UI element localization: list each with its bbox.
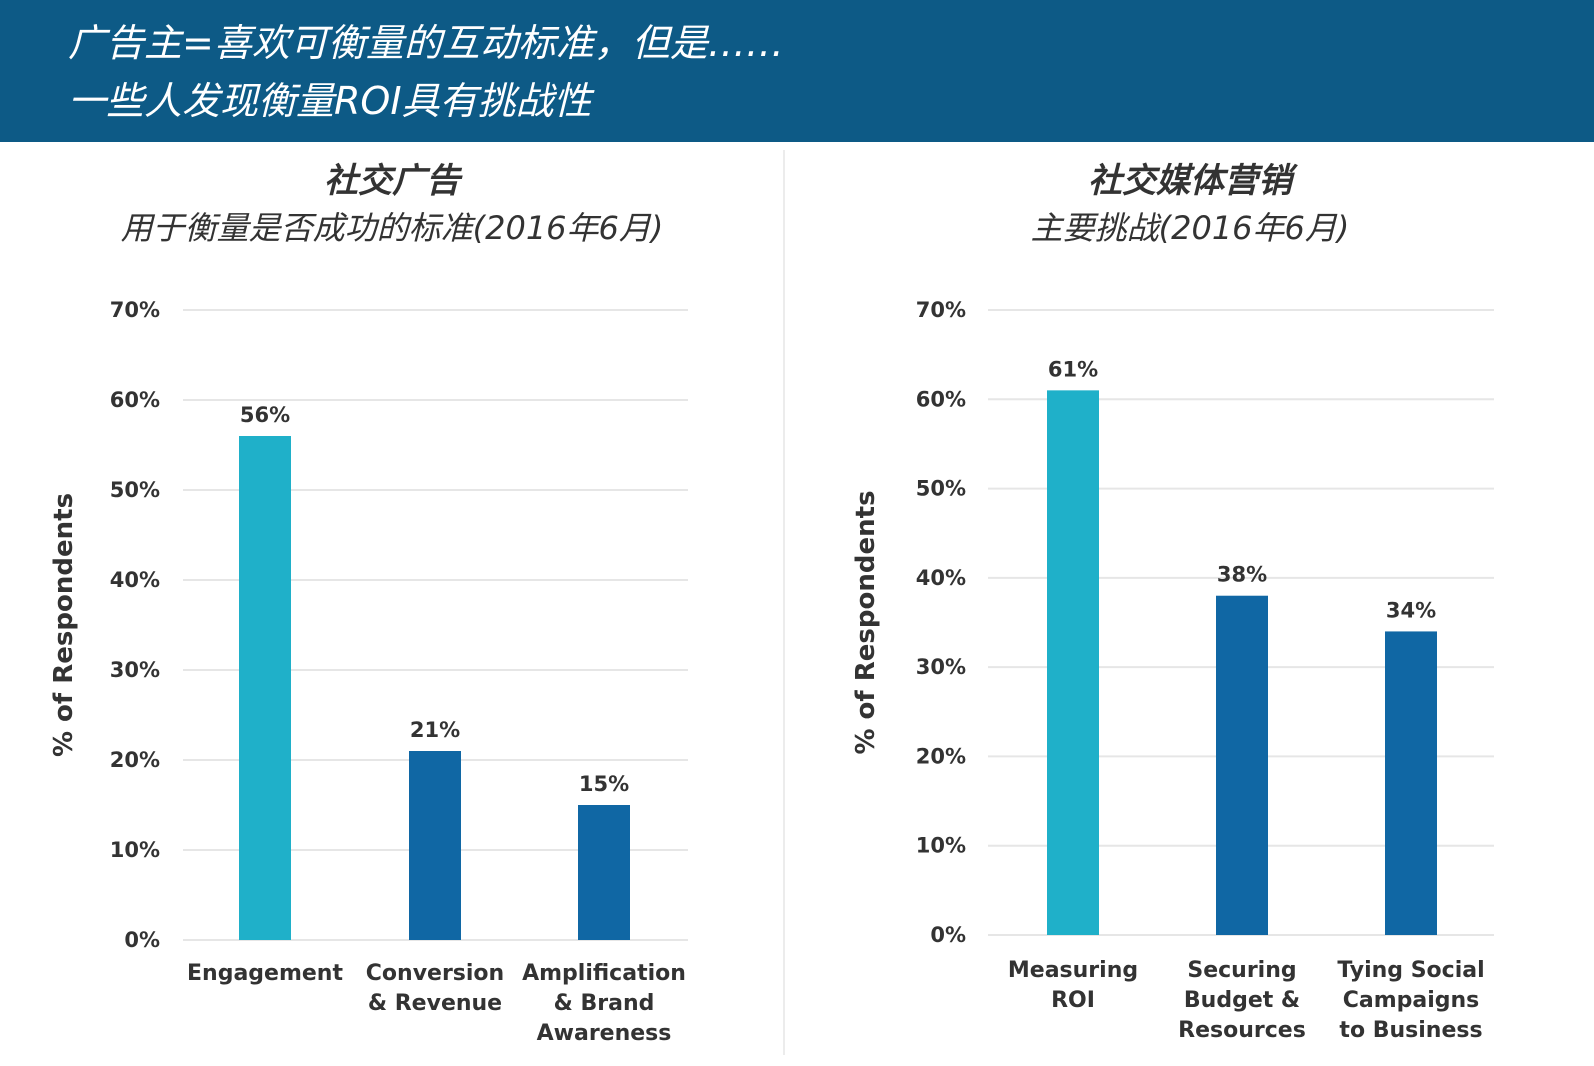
chart-title: 社交广告 <box>324 161 460 201</box>
data-label: 34% <box>1386 598 1436 622</box>
y-axis-label: % of Respondents <box>49 493 79 757</box>
panel-divider <box>783 150 785 1055</box>
chart-title: 社交媒体营销 <box>1088 161 1292 201</box>
y-tick-label: 30% <box>916 655 966 679</box>
data-label: 61% <box>1048 357 1098 381</box>
y-tick-label: 30% <box>110 658 160 682</box>
y-tick-label: 70% <box>110 298 160 322</box>
category-label: Engagement <box>187 961 343 986</box>
bar-chart-social-marketing: 0% 10% 20% 30% 40% 50% 60% 70% % of Respondents 6… <box>851 298 1494 1043</box>
y-tick-label: 10% <box>916 834 966 858</box>
category-label: Tying Social Campaigns to Business <box>1337 958 1484 1043</box>
bar <box>1047 390 1099 935</box>
data-label: 38% <box>1217 563 1267 587</box>
bar <box>409 751 461 940</box>
data-label: 15% <box>579 772 629 796</box>
category-label: Amplification & Brand Awareness <box>522 961 686 1046</box>
y-tick-label: 60% <box>916 387 966 411</box>
y-tick-label: 70% <box>916 298 966 322</box>
y-tick-label: 50% <box>916 477 966 501</box>
y-axis-label: % of Respondents <box>851 490 881 754</box>
bar <box>578 805 630 940</box>
category-label: Conversion & Revenue <box>366 961 504 1016</box>
y-tick-label: 0% <box>930 923 966 947</box>
bar <box>1385 631 1437 935</box>
bar <box>239 436 291 940</box>
header-banner: 广告主=喜欢可衡量的互动标准，但是…… 一些人发现衡量ROI具有挑战性 <box>0 0 1594 142</box>
bar <box>1216 595 1268 935</box>
y-tick-label: 40% <box>916 566 966 590</box>
data-label: 21% <box>410 718 460 742</box>
y-tick-label: 50% <box>110 478 160 502</box>
y-tick-label: 40% <box>110 568 160 592</box>
chart-subtitle: 用于衡量是否成功的标准(2016年6月) <box>120 209 664 247</box>
y-tick-label: 20% <box>916 744 966 768</box>
chart-panel-social-marketing: 社交媒体营销 主要挑战(2016年6月) 0% 10% 20% 30% 40% 50% 60… <box>786 142 1594 1066</box>
chart-subtitle: 主要挑战(2016年6月) <box>1030 209 1350 247</box>
y-tick-label: 20% <box>110 748 160 772</box>
data-label: 56% <box>240 403 290 427</box>
category-label: Measuring ROI <box>1008 958 1138 1013</box>
chart-panel-social-ads: 社交广告 用于衡量是否成功的标准(2016年6月) 0% 10% 20% 30% 40%… <box>0 142 784 1066</box>
banner-subtitle: 一些人发现衡量ROI具有挑战性 <box>68 79 592 123</box>
category-label: Securing Budget & Resources <box>1178 958 1306 1043</box>
y-tick-label: 60% <box>110 388 160 412</box>
banner-title: 广告主=喜欢可衡量的互动标准，但是…… <box>68 21 784 65</box>
bar-chart-social-ads: 0% 10% 20% 30% 40% 50% 60% 70% % of Respondents 5… <box>49 298 688 1046</box>
y-tick-label: 10% <box>110 838 160 862</box>
y-tick-label: 0% <box>124 928 160 952</box>
